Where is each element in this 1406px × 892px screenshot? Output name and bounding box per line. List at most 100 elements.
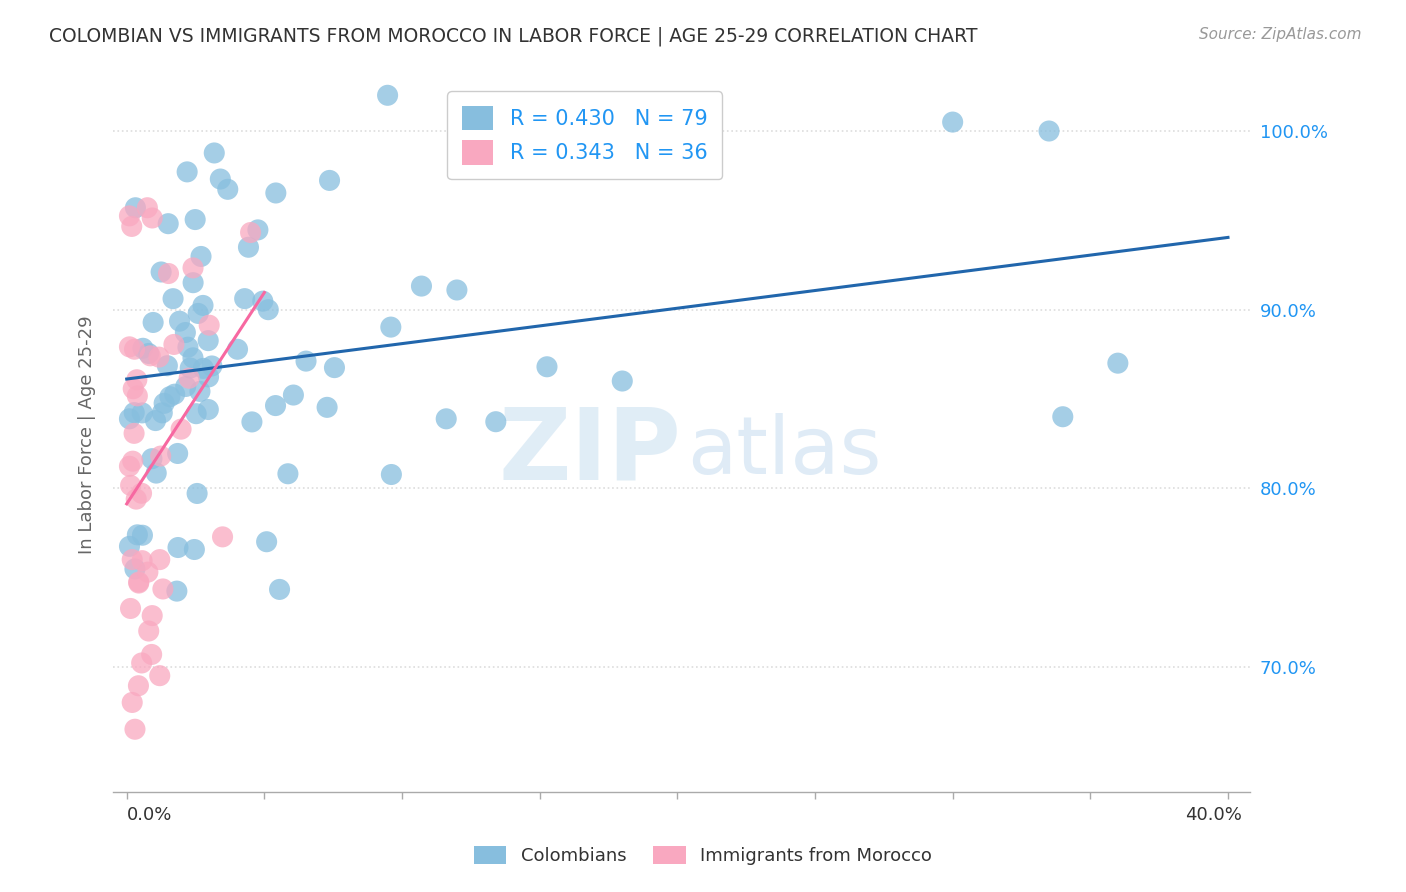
Point bbox=[238, 240, 260, 254]
Point bbox=[536, 359, 558, 374]
Point bbox=[197, 402, 219, 417]
Point bbox=[163, 337, 186, 351]
Point bbox=[167, 541, 190, 555]
Point bbox=[485, 415, 508, 429]
Point bbox=[166, 584, 188, 599]
Point bbox=[139, 349, 162, 363]
Point bbox=[122, 406, 145, 420]
Point bbox=[150, 406, 173, 420]
Point bbox=[1038, 124, 1060, 138]
Point bbox=[163, 387, 186, 401]
Text: COLOMBIAN VS IMMIGRANTS FROM MOROCCO IN LABOR FORCE | AGE 25-29 CORRELATION CHAR: COLOMBIAN VS IMMIGRANTS FROM MOROCCO IN … bbox=[49, 27, 977, 46]
Point bbox=[246, 223, 269, 237]
Point bbox=[411, 279, 433, 293]
Point bbox=[141, 451, 163, 466]
Point bbox=[183, 542, 205, 557]
Point bbox=[118, 539, 141, 553]
Point bbox=[380, 467, 402, 482]
Point bbox=[169, 314, 191, 328]
Point bbox=[124, 343, 146, 357]
Point bbox=[316, 401, 339, 415]
Point bbox=[1052, 409, 1074, 424]
Point bbox=[181, 351, 204, 365]
Point bbox=[122, 426, 145, 441]
Point bbox=[125, 373, 148, 387]
Point bbox=[197, 370, 219, 384]
Point bbox=[190, 250, 212, 264]
Text: 40.0%: 40.0% bbox=[1185, 806, 1241, 824]
Point bbox=[184, 212, 207, 227]
Point bbox=[446, 283, 468, 297]
Point bbox=[124, 201, 146, 215]
Point bbox=[295, 354, 318, 368]
Point bbox=[153, 396, 176, 410]
Point bbox=[193, 361, 215, 376]
Point bbox=[269, 582, 291, 597]
Point bbox=[264, 399, 287, 413]
Point bbox=[157, 217, 180, 231]
Point bbox=[323, 360, 346, 375]
Point bbox=[131, 406, 153, 420]
Point bbox=[121, 454, 143, 468]
Point bbox=[152, 582, 174, 596]
Point bbox=[145, 466, 167, 480]
Point bbox=[150, 265, 173, 279]
Point bbox=[283, 388, 305, 402]
Point bbox=[256, 534, 278, 549]
Point bbox=[318, 173, 340, 187]
Point bbox=[131, 528, 153, 542]
Point bbox=[174, 326, 197, 340]
Point bbox=[198, 318, 221, 333]
Point bbox=[124, 723, 146, 737]
Point bbox=[434, 412, 457, 426]
Point bbox=[131, 656, 153, 670]
Point bbox=[1107, 356, 1129, 370]
Point bbox=[127, 679, 149, 693]
Point bbox=[612, 374, 634, 388]
Point bbox=[122, 382, 145, 396]
Text: ZIP: ZIP bbox=[499, 404, 682, 501]
Point bbox=[197, 334, 219, 348]
Point bbox=[211, 530, 233, 544]
Point bbox=[162, 292, 184, 306]
Point bbox=[201, 359, 224, 373]
Point bbox=[131, 486, 153, 500]
Point bbox=[186, 407, 208, 421]
Point bbox=[120, 478, 142, 492]
Point bbox=[125, 492, 148, 507]
Point bbox=[380, 320, 402, 334]
Point bbox=[181, 260, 204, 275]
Point bbox=[179, 371, 201, 385]
Point bbox=[177, 340, 200, 354]
Point bbox=[174, 379, 197, 393]
Point bbox=[127, 528, 149, 542]
Point bbox=[377, 88, 399, 103]
Point bbox=[124, 562, 146, 576]
Point bbox=[187, 306, 209, 320]
Point bbox=[141, 648, 163, 662]
Point bbox=[138, 624, 160, 638]
Point bbox=[149, 668, 172, 682]
Point bbox=[277, 467, 299, 481]
Point bbox=[128, 575, 150, 590]
Point bbox=[188, 384, 211, 399]
Point bbox=[170, 422, 193, 436]
Point bbox=[186, 486, 208, 500]
Point bbox=[141, 608, 163, 623]
Legend: R = 0.430   N = 79, R = 0.343   N = 36: R = 0.430 N = 79, R = 0.343 N = 36 bbox=[447, 91, 723, 179]
Point bbox=[166, 446, 188, 460]
Point bbox=[179, 361, 201, 376]
Point bbox=[128, 576, 150, 591]
Point bbox=[942, 115, 965, 129]
Point bbox=[118, 340, 141, 354]
Point bbox=[127, 389, 149, 403]
Point bbox=[233, 292, 256, 306]
Text: Source: ZipAtlas.com: Source: ZipAtlas.com bbox=[1198, 27, 1361, 42]
Point bbox=[120, 601, 142, 615]
Point bbox=[264, 186, 287, 200]
Legend: Colombians, Immigrants from Morocco: Colombians, Immigrants from Morocco bbox=[467, 838, 939, 872]
Point bbox=[141, 211, 163, 225]
Point bbox=[136, 201, 159, 215]
Point bbox=[148, 350, 170, 364]
Point bbox=[118, 209, 141, 223]
